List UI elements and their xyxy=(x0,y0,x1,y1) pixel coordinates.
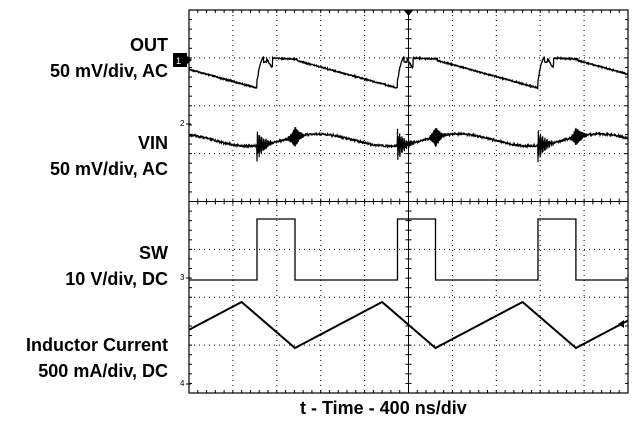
channel-marker-number: 4 xyxy=(180,379,185,388)
trace-out xyxy=(188,55,629,90)
channel-scale: 500 mA/div, DC xyxy=(38,361,168,381)
channel-scale: 10 V/div, DC xyxy=(65,269,168,289)
channel-marker-number: 1 xyxy=(176,56,181,66)
channel-out-label: OUT 50 mV/div, AC xyxy=(50,35,168,81)
channel-name: SW xyxy=(139,243,168,263)
channel-marker-number: 3 xyxy=(180,273,185,282)
channel-inductor-label: Inductor Current 500 mA/div, DC xyxy=(26,335,168,381)
channel-sw-label: SW 10 V/div, DC xyxy=(65,243,168,289)
channel-marker-box xyxy=(173,53,187,67)
channel-marker-arrow xyxy=(187,56,192,64)
channel-name: OUT xyxy=(130,35,168,55)
trigger-marker xyxy=(403,10,414,16)
channel-name: Inductor Current xyxy=(26,335,168,355)
trace-sw xyxy=(189,218,628,281)
x-axis-label: t - Time - 400 ns/div xyxy=(300,398,467,418)
channel-marker-number: 2 xyxy=(180,119,185,128)
channel-scale: 50 mV/div, AC xyxy=(49,61,168,81)
channel-name: VIN xyxy=(137,133,168,153)
reference-arrow xyxy=(618,320,624,328)
trace-vin xyxy=(188,127,629,163)
channel-vin-label: VIN 50 mV/div, AC xyxy=(50,133,168,179)
trace-inductor-current xyxy=(188,301,629,350)
channel-scale: 50 mV/div, AC xyxy=(49,159,168,179)
